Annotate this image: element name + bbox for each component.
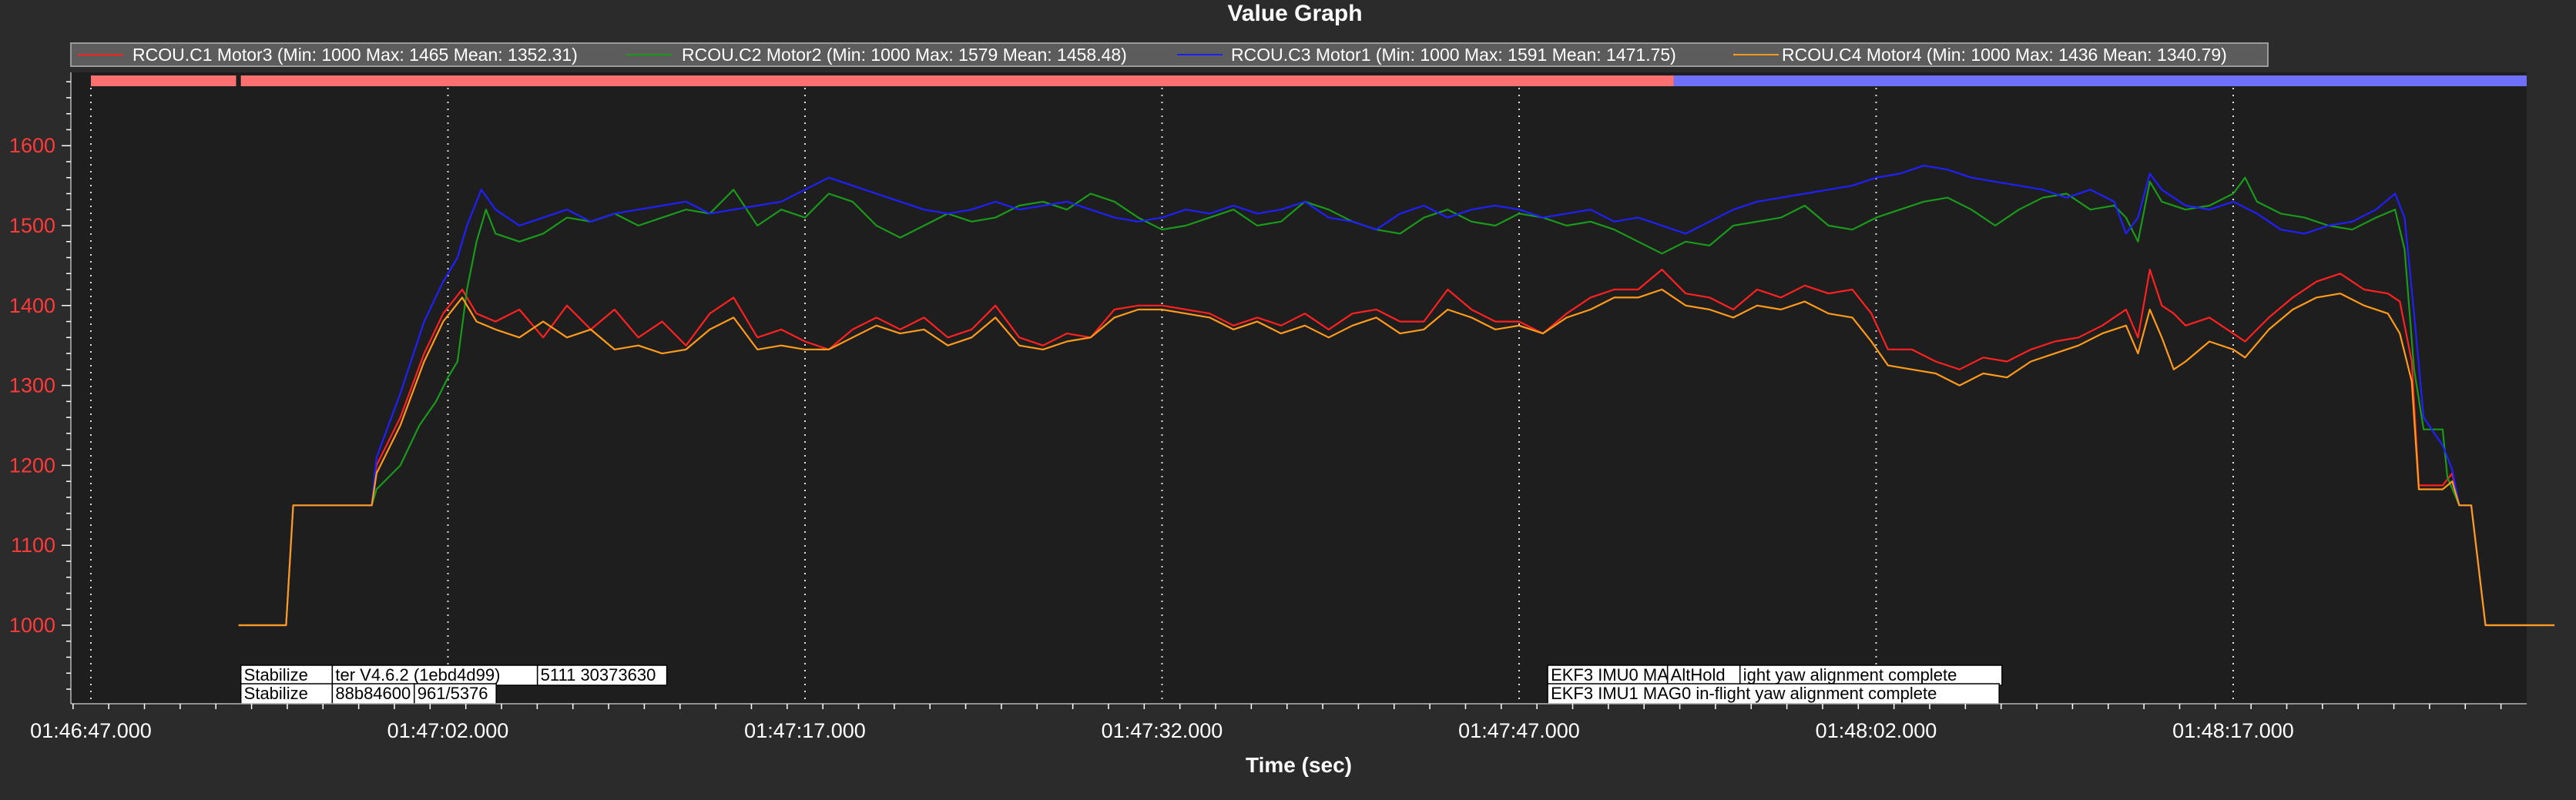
legend-label: RCOU.C3 Motor1 (Min: 1000 Max: 1591 Mean… [1231, 45, 1676, 65]
annotation-text: Stabilize [244, 684, 308, 703]
plot-area-right [1758, 72, 2527, 704]
chart-title: Value Graph [1227, 1, 1362, 26]
annotation-box [536, 664, 668, 686]
y-tick-label: 1200 [9, 454, 55, 477]
mode-bar-segment [91, 75, 236, 86]
mode-bar-segment [240, 75, 1674, 86]
x-tick-label: 01:47:47.000 [1458, 719, 1580, 742]
y-tick-label: 1600 [9, 134, 55, 157]
x-axis-label: Time (sec) [1246, 753, 1352, 777]
legend-entry-c3[interactable]: RCOU.C3 Motor1 (Min: 1000 Max: 1591 Mean… [1177, 45, 1676, 65]
plot-area[interactable] [71, 72, 1758, 704]
legend-label: RCOU.C1 Motor3 (Min: 1000 Max: 1465 Mean… [132, 45, 578, 65]
annotation-text: ight yaw alignment complete [1743, 665, 1957, 685]
y-tick-label: 1100 [11, 534, 55, 557]
x-tick-label: 01:47:32.000 [1102, 719, 1223, 742]
annotation-text: EKF3 IMU0 MA [1551, 665, 1669, 685]
y-tick-label: 1000 [9, 614, 55, 637]
annotation-text: 5111 30373630 [541, 665, 656, 685]
x-tick-label: 01:48:17.000 [2172, 719, 2294, 742]
annotation-text: ter V4.6.2 (1ebd4d99) [335, 665, 500, 685]
annotation-box [414, 683, 497, 705]
annotation-text: Stabilize [244, 665, 308, 685]
flight-mode-bar [91, 75, 2527, 86]
annotation-text: AltHold [1671, 665, 1726, 685]
grid [90, 88, 2234, 704]
x-tick-label: 01:46:47.000 [30, 719, 152, 742]
y-tick-label: 1500 [9, 214, 55, 237]
legend-label: RCOU.C2 Motor2 (Min: 1000 Max: 1579 Mean… [682, 45, 1127, 65]
legend-entry-c4[interactable]: RCOU.C4 Motor4 (Min: 1000 Max: 1436 Mean… [1733, 45, 2227, 65]
annotation-text: EKF3 IMU1 MAG0 in-flight yaw alignment c… [1551, 684, 1937, 703]
x-tick-label: 01:48:02.000 [1816, 719, 1937, 742]
x-axis: 01:46:47.000 01:47:02.000 01:47:17.000 01:4… [30, 703, 2527, 742]
series-lines [238, 165, 2555, 627]
mode-bar-segment [1673, 75, 2527, 86]
y-tick-label: 1400 [9, 294, 55, 317]
legend-entry-c1[interactable]: RCOU.C1 Motor3 (Min: 1000 Max: 1465 Mean… [78, 45, 578, 65]
annotation-box [1666, 664, 1741, 686]
series-line-3 [238, 165, 2555, 627]
annotation-text: 961/5376 [418, 684, 488, 703]
legend-box [70, 42, 2269, 67]
y-tick-label: 1300 [9, 374, 55, 397]
annotation-box [1547, 683, 2000, 705]
annotations: Stabilize ter V4.6.2 (1ebd4d99) 5111 30373… [240, 664, 2003, 705]
legend-label: RCOU.C4 Motor4 (Min: 1000 Max: 1436 Mean… [1782, 45, 2227, 65]
series-line-4 [238, 288, 2555, 627]
x-tick-label: 01:47:02.000 [387, 719, 509, 742]
series-line-1 [238, 269, 2555, 627]
y-axis: 1000 1100 1200 1300 1400 1500 1600 [9, 72, 72, 704]
x-tick-label: 01:47:17.000 [744, 719, 866, 742]
annotation-box [331, 664, 538, 686]
legend-entry-c2[interactable]: RCOU.C2 Motor2 (Min: 1000 Max: 1579 Mean… [626, 45, 1127, 65]
annotation-text: 88b84600 [335, 684, 411, 703]
